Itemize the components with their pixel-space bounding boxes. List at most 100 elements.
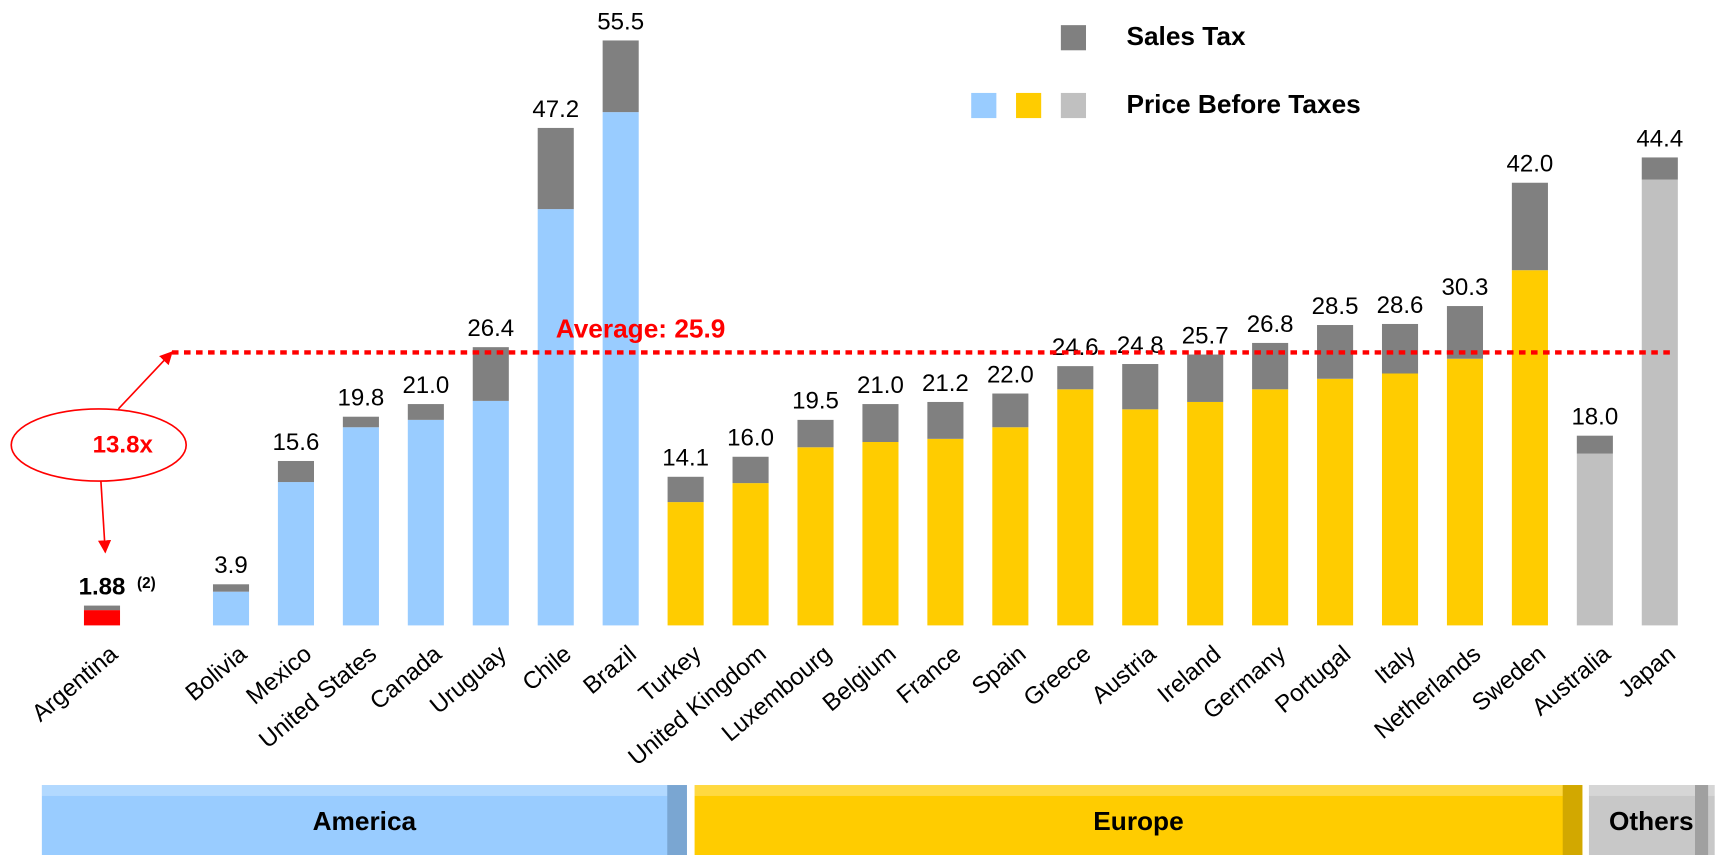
legend-swatch	[1060, 25, 1087, 51]
legend-label: Price Before Taxes	[1126, 89, 1360, 119]
total-label: 28.5	[1312, 293, 1359, 320]
bar-segment	[667, 502, 704, 626]
bar-segment	[212, 591, 250, 626]
total-label: 22.0	[987, 361, 1034, 388]
bar-segment	[537, 209, 574, 626]
total-label: 3.9	[214, 552, 247, 579]
x-tick-label: Chile	[517, 640, 576, 696]
bar-segment	[1187, 354, 1224, 402]
bar-segment	[927, 401, 964, 439]
total-label: 19.8	[337, 385, 384, 412]
total-label: 30.3	[1442, 274, 1489, 301]
bar-segment	[1576, 435, 1613, 454]
bar-segment	[797, 447, 834, 626]
total-label: 24.8	[1117, 332, 1164, 359]
legend-swatch	[1016, 92, 1042, 119]
bar-segment	[927, 438, 964, 626]
bar-segment	[537, 127, 574, 210]
region-label: Others	[1609, 806, 1694, 836]
total-label: 18.0	[1571, 404, 1618, 431]
region-band	[694, 785, 1583, 855]
bar-segment	[407, 419, 444, 626]
legend-swatch	[971, 92, 997, 119]
region-band	[41, 785, 687, 855]
region-band-edge	[1695, 785, 1709, 855]
region-band	[1588, 785, 1715, 855]
total-label: 44.4	[1636, 125, 1683, 152]
annotation-arrow	[98, 481, 112, 554]
bar-segment	[1317, 378, 1354, 626]
legend-label: Sales Tax	[1126, 21, 1246, 51]
total-label: 15.6	[273, 429, 320, 456]
bar-segment	[342, 427, 379, 626]
bar-segment	[83, 605, 121, 611]
total-label: 26.8	[1247, 311, 1294, 338]
bar-segment	[1057, 366, 1094, 390]
x-tick-label: Belgium	[818, 640, 902, 717]
total-label: 24.6	[1052, 334, 1099, 361]
bar-segment	[992, 427, 1029, 626]
bar-segment	[1122, 409, 1159, 626]
bar-segment	[602, 40, 639, 113]
total-label: 1.88	[79, 573, 126, 600]
bar-segment	[992, 393, 1029, 428]
x-tick-label: Argentina	[27, 640, 124, 727]
bar-segment	[1317, 325, 1354, 379]
bar-segment	[472, 400, 509, 626]
total-label: 26.4	[467, 315, 514, 342]
x-tick-label: France	[892, 640, 967, 709]
bar-segment	[1511, 270, 1548, 626]
total-label: 16.0	[727, 425, 774, 452]
annotation-arrow	[117, 351, 173, 410]
region-band-edge	[667, 785, 687, 855]
x-tick-label: Italy	[1370, 640, 1421, 689]
bar-segment	[1252, 389, 1289, 626]
region-label: America	[313, 806, 417, 836]
total-label: 25.7	[1182, 322, 1229, 349]
bar-segment	[1381, 373, 1419, 626]
annotation-ellipse	[10, 408, 188, 482]
bar-segment	[602, 112, 639, 626]
x-tick-label: Austria	[1087, 640, 1162, 709]
bar-segment	[277, 482, 314, 626]
bar-segment	[1641, 157, 1678, 180]
total-label: 14.1	[662, 445, 709, 472]
total-label: 47.2	[532, 96, 579, 123]
total-label: 21.0	[857, 372, 904, 399]
region-label: Europe	[1093, 806, 1183, 836]
total-label: 19.5	[792, 388, 839, 415]
region-band-top	[694, 785, 1583, 796]
total-label: 28.6	[1377, 292, 1424, 319]
bar-segment	[277, 460, 314, 483]
bar-segment	[1446, 358, 1484, 626]
bar-segment	[1381, 323, 1419, 374]
bar-segment	[667, 476, 704, 503]
region-band-top	[1588, 785, 1715, 796]
x-tick-label: Greece	[1019, 640, 1097, 711]
bar-segment	[472, 347, 509, 401]
bar-segment	[797, 419, 834, 448]
bar-segment	[1057, 389, 1094, 626]
bar-segment	[212, 584, 250, 592]
bar-segment	[83, 610, 121, 626]
region-band-edge	[1562, 785, 1583, 855]
bar-segment	[732, 456, 769, 484]
bar-segment	[1446, 306, 1484, 359]
bar-segment	[1641, 179, 1678, 626]
bar-segment	[1187, 401, 1224, 626]
bar-segment	[862, 404, 899, 443]
total-label: 21.0	[402, 372, 449, 399]
bar-segment	[862, 442, 899, 626]
bar-segment	[342, 416, 379, 428]
total-label: 55.5	[597, 8, 644, 35]
bar-segment	[1252, 342, 1289, 390]
bar-segment	[1511, 182, 1548, 271]
bar-segment	[1576, 453, 1613, 626]
x-tick-label: Japan	[1613, 640, 1681, 703]
footnote: (2)	[137, 575, 156, 592]
bar-segment	[407, 404, 444, 420]
x-tick-label: Bolivia	[180, 640, 252, 707]
region-band-top	[41, 785, 687, 796]
